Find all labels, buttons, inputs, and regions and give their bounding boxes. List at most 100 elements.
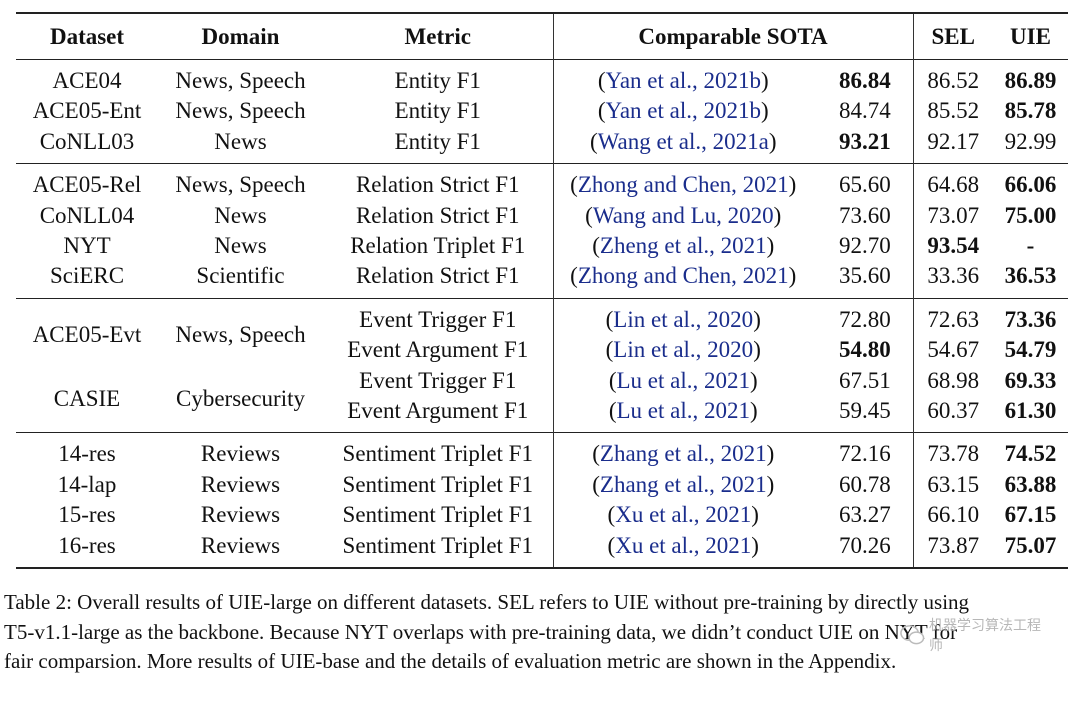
citation-link[interactable]: Zhong and Chen, 2021	[577, 172, 789, 198]
cell-domain: News, Speech	[175, 98, 306, 124]
cell-metric: Entity F1	[323, 126, 554, 164]
table-row: 14-res Reviews Sentiment Triplet F1 (Zhang …	[16, 432, 1068, 470]
table-row: CoNLL04 News Relation Strict F1 (Wang and L…	[16, 200, 1068, 232]
results-table-container: Dataset Domain Metric Comparable SOTA SE…	[16, 12, 1068, 569]
cell-sota-score: 92.70	[813, 231, 914, 262]
table-row: ACE05-Rel News, Speech Relation Strict F1(…	[16, 163, 1068, 201]
cell-dataset: ACE05-Rel	[32, 172, 142, 198]
citation-link[interactable]: Yan et al., 2021b	[605, 68, 761, 93]
cell-citation: (Wang et al., 2021a)	[553, 127, 813, 164]
header-metric: Metric	[323, 13, 554, 60]
cell-dataset: ACE05-Ent	[32, 98, 142, 124]
header-dataset: Dataset	[49, 24, 125, 49]
citation-link[interactable]: Zheng et al., 2021	[599, 233, 767, 259]
header-uie: UIE	[1010, 24, 1051, 49]
cell-domain: News	[214, 128, 267, 154]
paren-open: (	[605, 337, 614, 363]
cell-dataset: CASIE	[53, 385, 121, 411]
paren-close: )	[768, 128, 777, 154]
table-row: NYT News Relation Triplet F1 (Zheng et al.,…	[16, 231, 1068, 262]
paren-close: )	[766, 441, 775, 467]
cell-sota-score: 72.16	[813, 432, 914, 470]
cell-sel-score: 85.52	[927, 98, 980, 124]
cell-dataset: 14-res	[58, 441, 116, 467]
cell-sel-score: 66.10	[927, 502, 980, 528]
table-row: ACE05-Ent News, Speech Entity F1 (Yan et al…	[16, 96, 1068, 127]
cell-dataset: NYT	[63, 233, 111, 259]
table-row: Event Argument F1 (Lu et al., 2021) 59.45 6…	[16, 396, 1068, 433]
cell-domain: News, Speech	[175, 172, 306, 198]
cell-dataset: ACE05-Evt	[32, 322, 142, 348]
cell-citation: (Lin et al., 2020)	[553, 335, 813, 365]
citation-link[interactable]: Zhang et al., 2021	[599, 471, 767, 497]
cell-sota-score: 35.60	[813, 261, 914, 299]
citation-link[interactable]: Zhong and Chen, 2021	[577, 263, 789, 289]
cell-metric: Entity F1	[323, 59, 554, 97]
cell-sota-score: 59.45	[813, 396, 914, 433]
table-group: ACE05-Evt News, Speech Event Trigger F1 (Li…	[16, 298, 1068, 433]
paren-open: (	[605, 306, 614, 332]
table-row: 14-lap Reviews Sentiment Triplet F1 (Zhang …	[16, 469, 1068, 501]
cell-uie-score: 61.30	[1004, 398, 1057, 424]
cell-sota-score: 84.74	[813, 96, 914, 127]
cell-metric: Relation Triplet F1	[323, 231, 554, 262]
citation-link[interactable]: Wang and Lu, 2020	[592, 202, 774, 228]
cell-sota-score: 70.26	[813, 530, 914, 569]
paren-close: )	[760, 98, 769, 124]
paren-open: (	[589, 128, 598, 154]
cell-sota-score: 86.84	[813, 59, 914, 97]
paren-close: )	[753, 306, 761, 332]
cell-metric: Relation Strict F1	[323, 200, 554, 232]
cell-sel-score: 54.67	[927, 337, 980, 363]
cell-citation: (Xu et al., 2021)	[553, 500, 813, 530]
table-row: ACE04 News, Speech Entity F1 (Yan et al., 2…	[16, 59, 1068, 97]
paren-close: )	[788, 263, 797, 289]
table-row: CASIE Cybersecurity Event Trigger F1 (Lu et…	[16, 365, 1068, 411]
table-caption: Table 2: Overall results of UIE-large on…	[4, 588, 1076, 677]
cell-dataset: 16-res	[58, 532, 116, 558]
cell-uie-score: 75.07	[1004, 532, 1057, 558]
cell-sel-score: 64.68	[927, 172, 980, 198]
cell-sota-score: 73.60	[813, 200, 914, 232]
paren-close: )	[751, 532, 759, 558]
citation-link[interactable]: Zhang et al., 2021	[599, 441, 767, 467]
cell-sota-score: 93.21	[813, 126, 914, 164]
table-row: ACE05-Evt News, Speech Event Trigger F1 (Li…	[16, 298, 1068, 347]
citation-link[interactable]: Lin et al., 2020	[613, 306, 754, 332]
header-sel: SEL	[931, 24, 975, 49]
cell-metric: Event Trigger F1	[323, 365, 554, 397]
cell-uie-score: 63.88	[1004, 471, 1057, 497]
cell-metric: Relation Strict F1	[323, 163, 554, 201]
citation-link[interactable]: Wang et al., 2021a	[597, 128, 769, 154]
table-row: 16-res Reviews Sentiment Triplet F1 (Xu et …	[16, 530, 1068, 569]
cell-sel-score: 92.17	[927, 128, 980, 154]
citation-link[interactable]: Lu et al., 2021	[616, 398, 751, 424]
citation-link[interactable]: Lin et al., 2020	[613, 337, 754, 363]
paren-close: )	[788, 172, 797, 198]
cell-uie-score: 74.52	[1004, 441, 1057, 467]
cell-citation: (Zhong and Chen, 2021)	[553, 164, 813, 201]
cell-metric: Event Argument F1	[323, 335, 554, 366]
cell-citation: (Lin et al., 2020)	[553, 298, 813, 335]
cell-dataset: CoNLL04	[39, 202, 135, 228]
cell-metric: Sentiment Triplet F1	[323, 432, 554, 470]
citation-link[interactable]: Yan et al., 2021b	[605, 98, 761, 124]
cell-metric: Relation Strict F1	[323, 261, 554, 299]
results-table: Dataset Domain Metric Comparable SOTA SE…	[16, 12, 1068, 569]
cell-domain: Reviews	[200, 471, 281, 497]
paren-close: )	[766, 233, 775, 259]
paren-open: (	[585, 202, 593, 228]
citation-link[interactable]: Lu et al., 2021	[616, 367, 751, 393]
citation-link[interactable]: Xu et al., 2021	[615, 502, 752, 528]
table-row: 15-res Reviews Sentiment Triplet F1 (Xu et …	[16, 500, 1068, 531]
cell-uie-score: 85.78	[1004, 98, 1057, 124]
cell-sel-score: 73.07	[927, 202, 980, 228]
cell-sota-score: 65.60	[813, 163, 914, 201]
cell-sota-score: 54.80	[813, 335, 914, 366]
cell-dataset: 14-lap	[57, 471, 117, 497]
cell-sel-score: 86.52	[927, 68, 980, 93]
citation-link[interactable]: Xu et al., 2021	[615, 532, 752, 558]
cell-sel-score: 93.54	[927, 233, 980, 259]
cell-uie-score: 54.79	[1004, 337, 1057, 363]
cell-uie-score: 86.89	[1004, 68, 1057, 93]
